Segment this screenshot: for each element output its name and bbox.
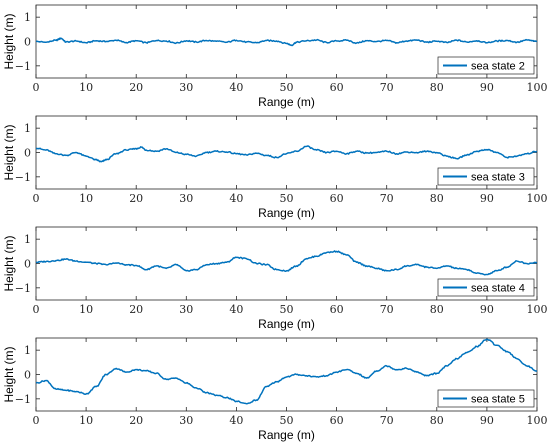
x-tick-label: 20 — [129, 303, 143, 316]
legend: sea state 5 — [437, 389, 535, 408]
y-axis-label: Height (m) — [2, 346, 16, 402]
y-tick-label: 0 — [24, 147, 31, 160]
x-tick-label: 70 — [380, 192, 394, 205]
x-tick-label: 0 — [33, 414, 40, 427]
y-tick-label: 1 — [24, 11, 31, 24]
x-tick-label: 60 — [330, 192, 344, 205]
x-tick-label: 50 — [280, 192, 294, 205]
y-tick-label: 0 — [24, 36, 31, 49]
y-tick-label: 0 — [24, 258, 31, 271]
x-tick-label: 30 — [179, 414, 193, 427]
legend-box — [437, 278, 535, 297]
y-axis-label: Height (m) — [2, 13, 16, 69]
x-tick-label: 10 — [79, 192, 93, 205]
y-tick-label: 1 — [24, 344, 31, 357]
x-tick-label: 60 — [330, 414, 344, 427]
x-tick-label: 50 — [280, 81, 294, 94]
x-tick-label: 10 — [79, 81, 93, 94]
x-tick-label: 10 — [79, 303, 93, 316]
x-tick-label: 40 — [229, 81, 243, 94]
y-tick-label: 1 — [24, 233, 31, 246]
y-tick-label: −1 — [15, 171, 31, 184]
y-tick-label: −1 — [15, 282, 31, 295]
x-tick-label: 100 — [527, 303, 548, 316]
legend-label: sea state 2 — [471, 61, 525, 73]
legend-label: sea state 5 — [471, 394, 525, 406]
x-tick-label: 0 — [33, 303, 40, 316]
x-tick-label: 30 — [179, 303, 193, 316]
x-axis-label: Range (m) — [258, 95, 315, 109]
x-tick-label: 0 — [33, 192, 40, 205]
x-tick-label: 40 — [229, 192, 243, 205]
x-tick-label: 80 — [430, 303, 444, 316]
legend: sea state 4 — [437, 278, 535, 297]
x-tick-label: 0 — [33, 81, 40, 94]
x-axis-label: Range (m) — [258, 317, 315, 331]
x-tick-label: 90 — [480, 81, 494, 94]
x-tick-label: 70 — [380, 303, 394, 316]
series-line — [36, 37, 537, 47]
legend: sea state 2 — [437, 56, 535, 75]
x-tick-label: 70 — [380, 81, 394, 94]
y-tick-label: 0 — [24, 369, 31, 382]
x-tick-label: 50 — [280, 303, 294, 316]
legend-box — [437, 167, 535, 186]
x-axis-label: Range (m) — [258, 428, 315, 442]
x-tick-label: 60 — [330, 303, 344, 316]
y-tick-label: 1 — [24, 122, 31, 135]
x-tick-label: 20 — [129, 81, 143, 94]
y-axis-label: Height (m) — [2, 124, 16, 180]
x-tick-label: 20 — [129, 414, 143, 427]
x-tick-label: 100 — [527, 81, 548, 94]
x-tick-label: 20 — [129, 192, 143, 205]
x-tick-label: 10 — [79, 414, 93, 427]
x-tick-label: 80 — [430, 414, 444, 427]
x-tick-label: 90 — [480, 414, 494, 427]
legend-box — [437, 56, 535, 75]
x-tick-label: 100 — [527, 414, 548, 427]
legend-label: sea state 3 — [471, 172, 525, 184]
x-tick-label: 90 — [480, 192, 494, 205]
series-line — [36, 145, 537, 163]
legend-label: sea state 4 — [471, 283, 525, 295]
x-tick-label: 50 — [280, 414, 294, 427]
x-tick-label: 60 — [330, 81, 344, 94]
x-tick-label: 70 — [380, 414, 394, 427]
x-tick-label: 80 — [430, 81, 444, 94]
y-tick-label: −1 — [15, 60, 31, 73]
x-axis-label: Range (m) — [258, 206, 315, 220]
x-tick-label: 100 — [527, 192, 548, 205]
legend: sea state 3 — [437, 167, 535, 186]
x-tick-label: 40 — [229, 303, 243, 316]
x-tick-label: 30 — [179, 81, 193, 94]
x-tick-label: 90 — [480, 303, 494, 316]
x-tick-label: 30 — [179, 192, 193, 205]
x-tick-label: 80 — [430, 192, 444, 205]
series-line — [36, 250, 537, 276]
legend-box — [437, 389, 535, 408]
y-tick-label: −1 — [15, 393, 31, 406]
x-tick-label: 40 — [229, 414, 243, 427]
series-line — [36, 338, 537, 405]
y-axis-label: Height (m) — [2, 235, 16, 291]
